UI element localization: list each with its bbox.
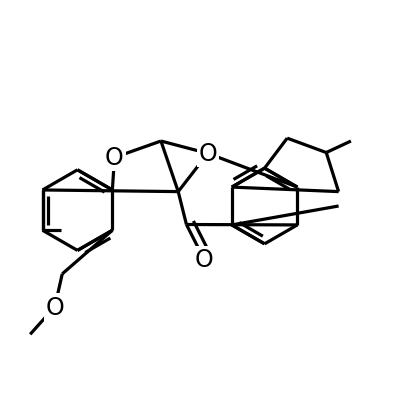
Text: O: O (194, 248, 213, 272)
Text: O: O (198, 142, 217, 166)
Text: O: O (45, 295, 64, 319)
Text: O: O (105, 146, 123, 170)
